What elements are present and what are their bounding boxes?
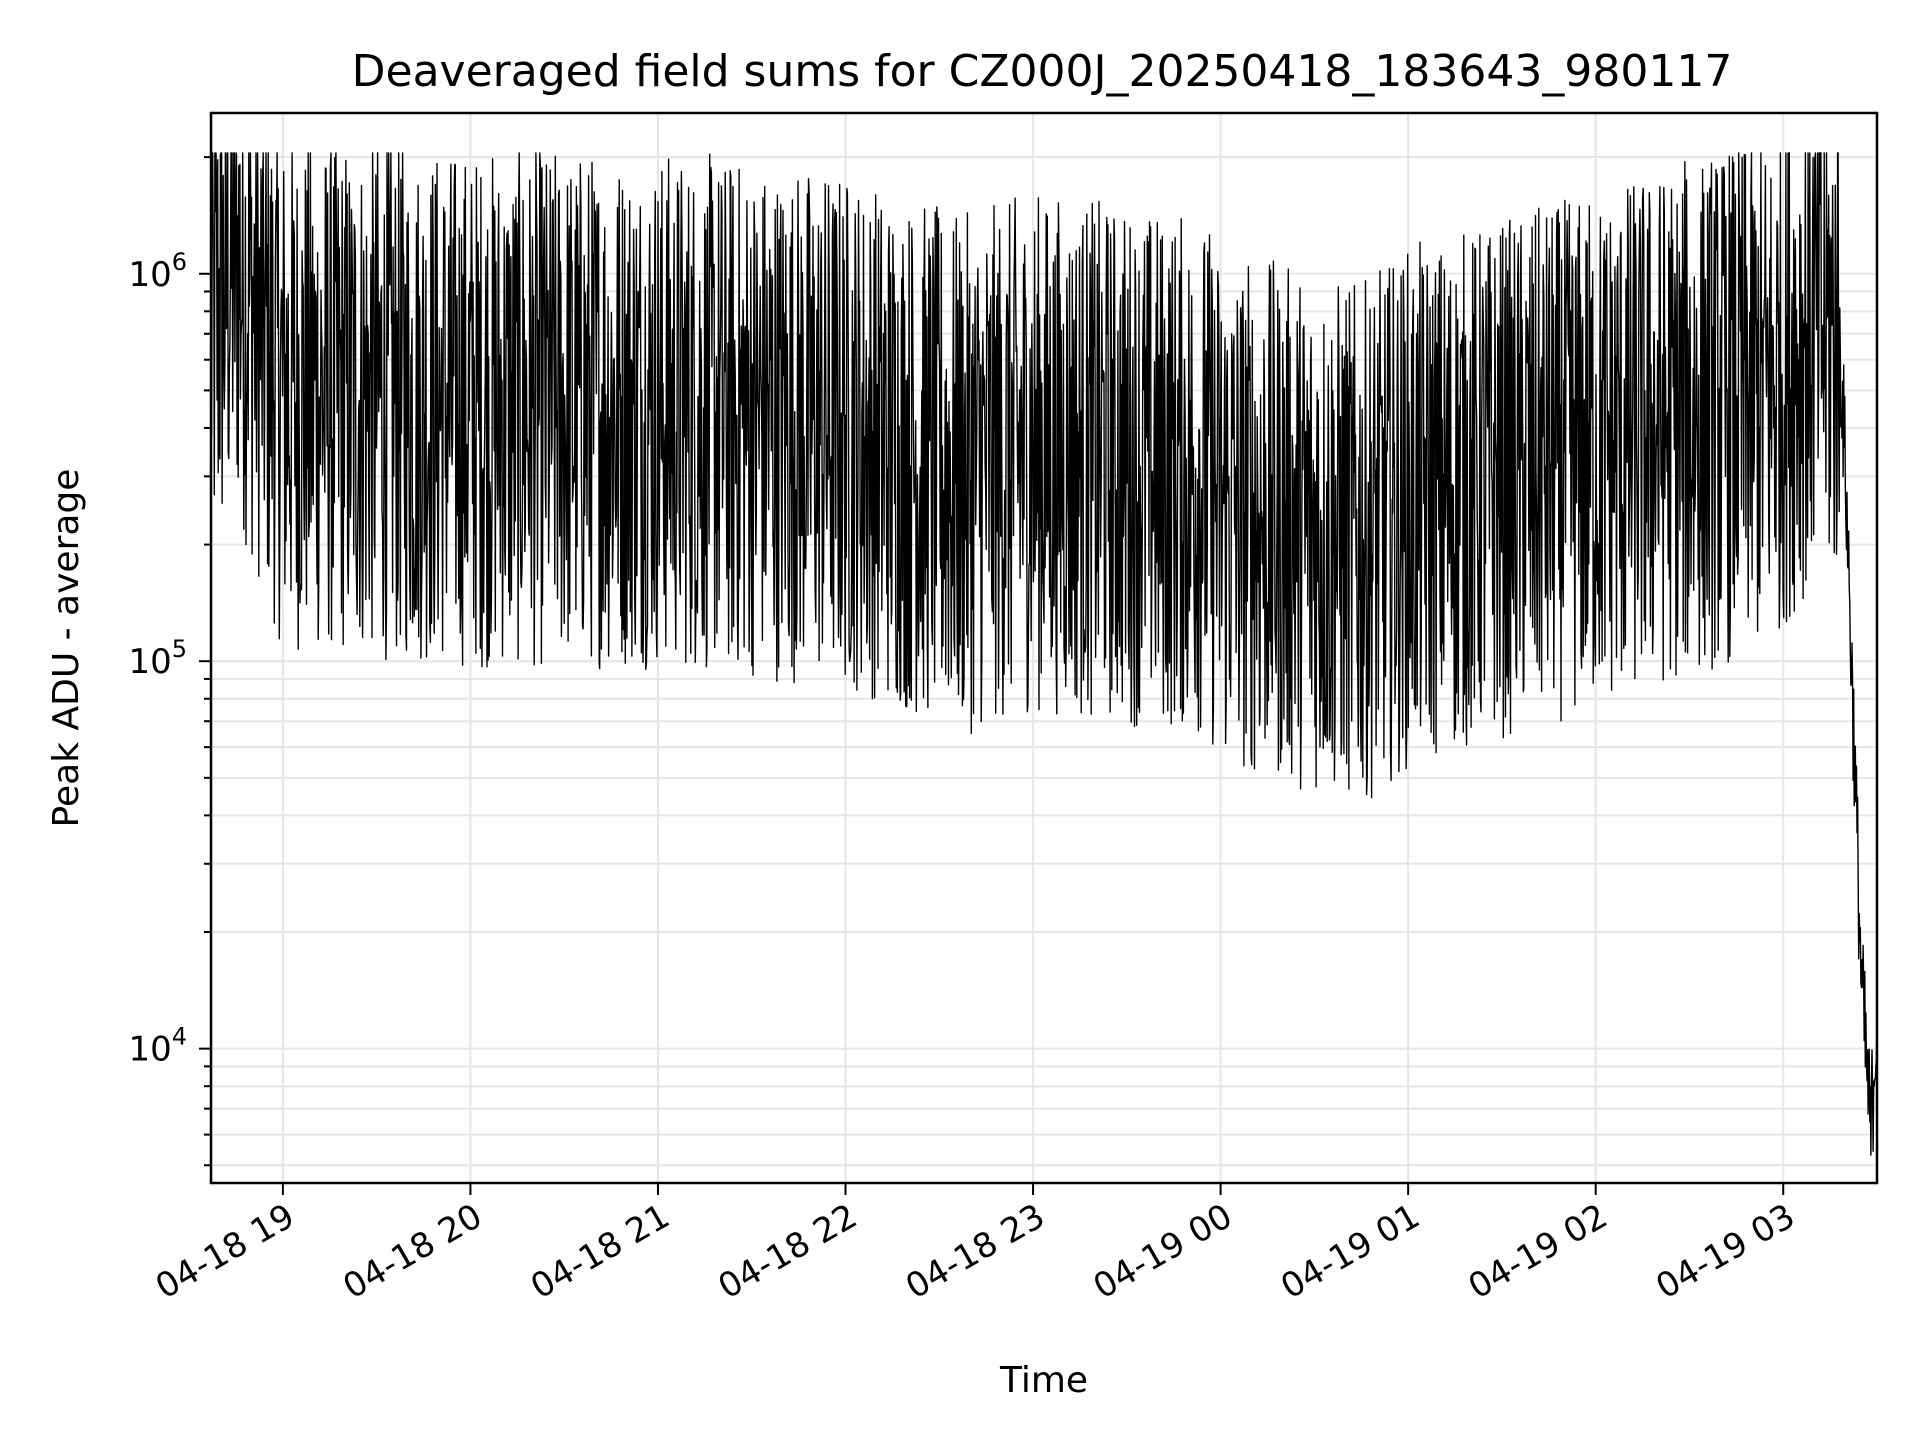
x-tick-label: 04-19 01 bbox=[1274, 1196, 1426, 1307]
x-tick-label: 04-18 21 bbox=[524, 1196, 676, 1307]
chart-title: Deaveraged field sums for CZ000J_2025041… bbox=[352, 46, 1733, 97]
x-tick-label: 04-18 19 bbox=[149, 1196, 301, 1307]
y-tick-exponent: 4 bbox=[172, 1023, 187, 1051]
y-tick-label: 106 bbox=[128, 248, 187, 295]
x-tick-label: 04-18 23 bbox=[899, 1196, 1051, 1307]
x-tick-label: 04-19 02 bbox=[1462, 1196, 1614, 1307]
x-axis: 04-18 19 04-18 20 04-18 21 04-18 22 04-18 23… bbox=[149, 1183, 1802, 1307]
y-tick-base: 10 bbox=[128, 1030, 171, 1070]
y-tick-exponent: 5 bbox=[172, 635, 187, 663]
y-tick-base: 10 bbox=[128, 642, 171, 682]
y-axis-label: Peak ADU - average bbox=[46, 469, 87, 828]
y-tick-base: 10 bbox=[128, 255, 171, 295]
x-tick-label: 04-18 22 bbox=[712, 1196, 864, 1307]
plot-frame bbox=[209, 111, 1879, 1185]
y-tick-label: 104 bbox=[128, 1023, 187, 1070]
x-tick-label: 04-19 00 bbox=[1087, 1196, 1239, 1307]
series-group bbox=[210, 152, 1878, 1156]
y-tick-exponent: 6 bbox=[172, 248, 187, 276]
x-axis-label: Time bbox=[999, 1360, 1088, 1401]
y-tick-label: 105 bbox=[128, 635, 187, 682]
x-tick-label: 04-19 03 bbox=[1649, 1196, 1801, 1307]
x-tick-label: 04-18 20 bbox=[337, 1196, 489, 1307]
series-line bbox=[210, 152, 1878, 1156]
